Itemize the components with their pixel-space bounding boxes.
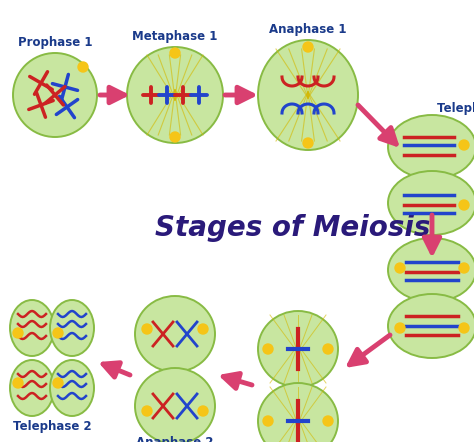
Circle shape <box>142 406 152 416</box>
Circle shape <box>459 323 469 333</box>
Circle shape <box>303 138 313 148</box>
Ellipse shape <box>50 300 94 356</box>
Circle shape <box>459 263 469 273</box>
Ellipse shape <box>13 53 97 137</box>
Circle shape <box>53 378 63 388</box>
Circle shape <box>78 62 88 72</box>
Text: Anaphase 1: Anaphase 1 <box>269 23 347 36</box>
Circle shape <box>142 324 152 334</box>
Ellipse shape <box>388 238 474 302</box>
Circle shape <box>263 416 273 426</box>
Text: Prophase 1: Prophase 1 <box>18 36 92 49</box>
Circle shape <box>198 406 208 416</box>
Circle shape <box>13 328 23 338</box>
Circle shape <box>53 328 63 338</box>
Ellipse shape <box>10 300 54 356</box>
Circle shape <box>198 324 208 334</box>
Circle shape <box>170 48 180 58</box>
Text: Telephase 2: Telephase 2 <box>13 420 91 433</box>
Ellipse shape <box>127 47 223 143</box>
Ellipse shape <box>135 368 215 442</box>
Circle shape <box>263 344 273 354</box>
Circle shape <box>13 378 23 388</box>
Circle shape <box>395 323 405 333</box>
Circle shape <box>323 416 333 426</box>
Text: Telephase 1: Telephase 1 <box>437 102 474 115</box>
Circle shape <box>170 132 180 142</box>
Text: Metaphase 1: Metaphase 1 <box>132 30 218 43</box>
Text: Anaphase 2: Anaphase 2 <box>136 436 214 442</box>
Circle shape <box>303 42 313 52</box>
Circle shape <box>323 344 333 354</box>
Ellipse shape <box>388 294 474 358</box>
Circle shape <box>395 263 405 273</box>
Ellipse shape <box>50 360 94 416</box>
Ellipse shape <box>388 171 474 235</box>
Ellipse shape <box>135 296 215 372</box>
Circle shape <box>459 200 469 210</box>
Circle shape <box>459 140 469 150</box>
Ellipse shape <box>258 40 358 150</box>
Ellipse shape <box>258 383 338 442</box>
Ellipse shape <box>388 115 474 179</box>
Text: Stages of Meiosis: Stages of Meiosis <box>155 214 430 242</box>
Ellipse shape <box>10 360 54 416</box>
Ellipse shape <box>258 311 338 387</box>
